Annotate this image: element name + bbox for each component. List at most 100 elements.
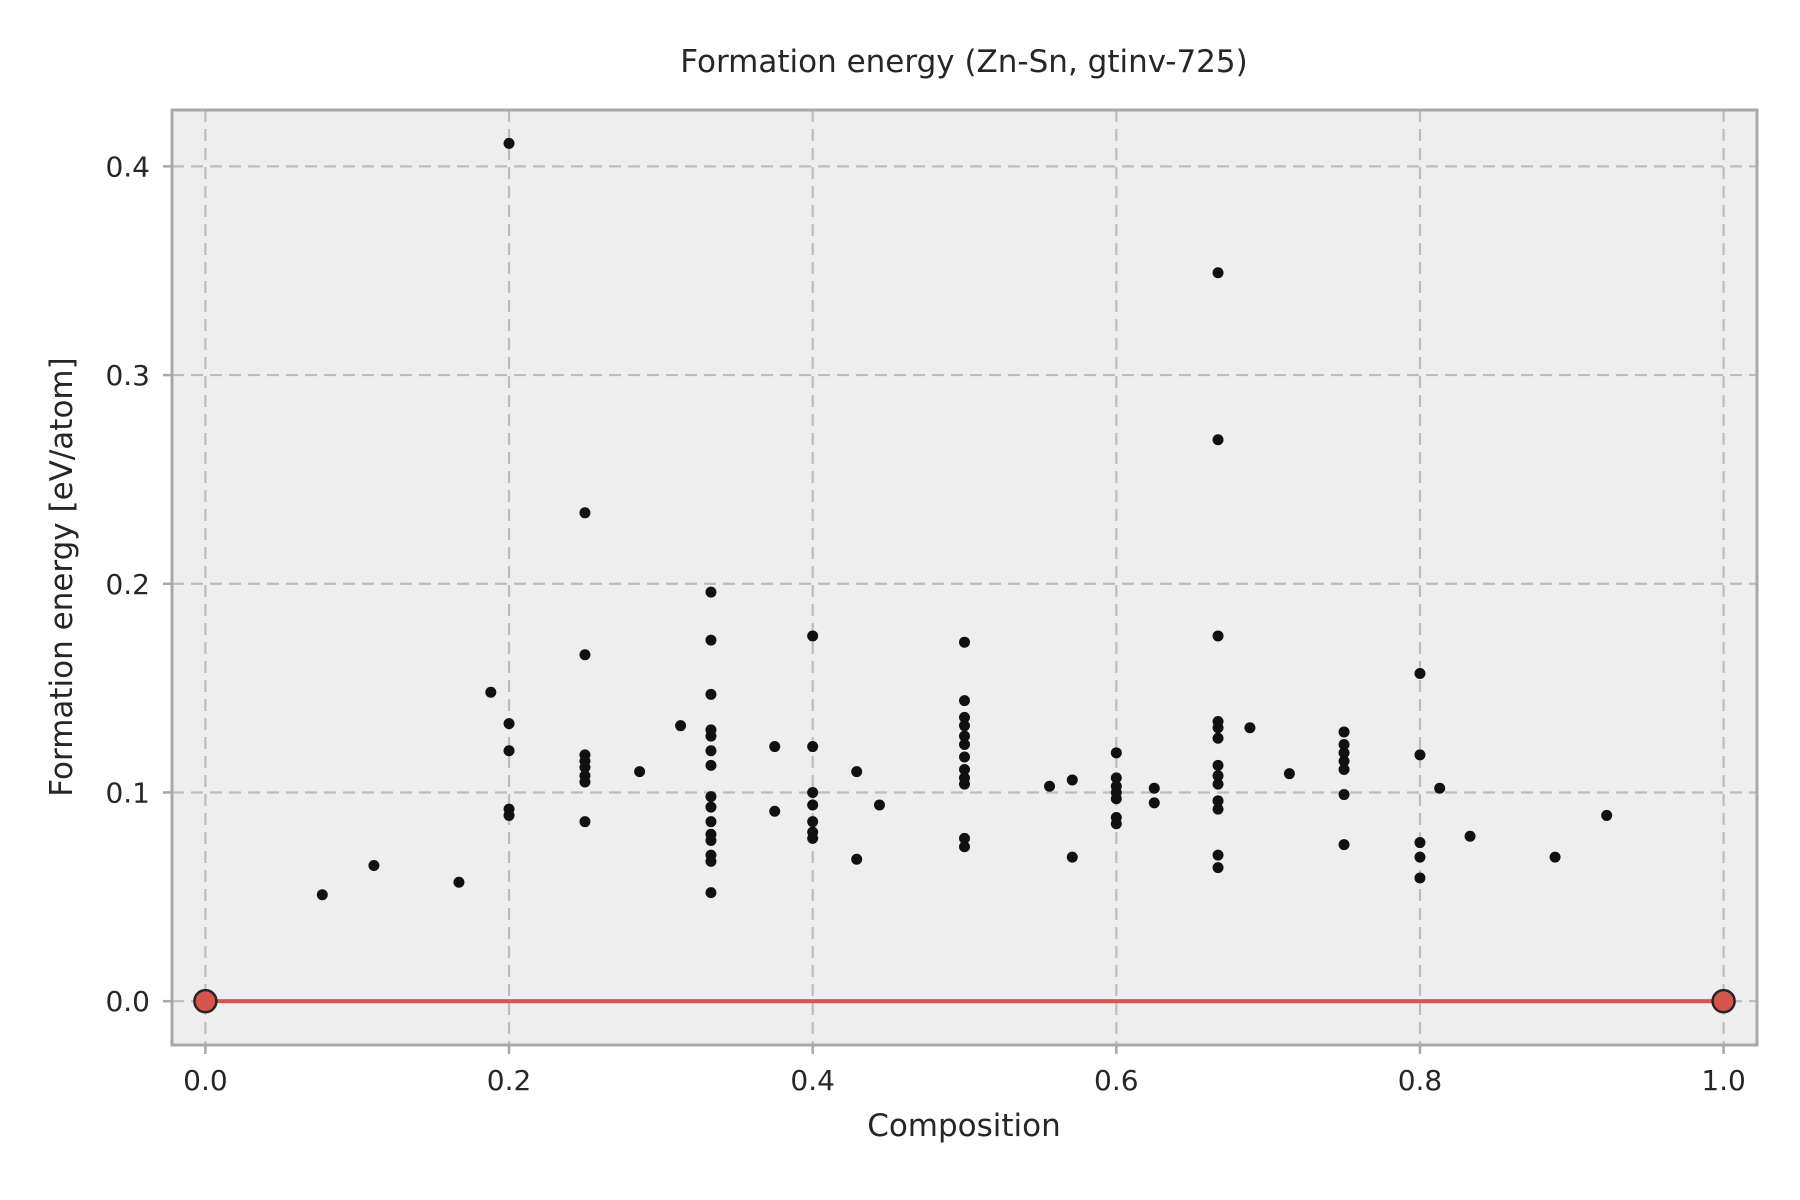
scatter-point bbox=[807, 832, 819, 844]
y-tick-label: 0.1 bbox=[105, 776, 150, 809]
scatter-point bbox=[1414, 749, 1426, 761]
y-axis-label: Formation energy [eV/atom] bbox=[44, 357, 80, 796]
scatter-point bbox=[1414, 837, 1426, 849]
scatter-point bbox=[1212, 267, 1224, 279]
scatter-point bbox=[1212, 630, 1224, 642]
convex-hull-line bbox=[193, 988, 1736, 1014]
scatter-point bbox=[485, 686, 497, 698]
scatter-point bbox=[769, 741, 781, 753]
axis-ticks: 0.0 0.2 0.4 0.6 0.8 1.0 0.0 0.1 0.2 0.3 0.4 bbox=[105, 150, 1745, 1097]
scatter-point bbox=[807, 741, 819, 753]
x-tick-label: 1.0 bbox=[1701, 1064, 1746, 1097]
scatter-point bbox=[959, 738, 970, 750]
scatter-point bbox=[1212, 434, 1224, 446]
scatter-point bbox=[1044, 780, 1056, 792]
scatter-point bbox=[705, 887, 717, 899]
scatter-point bbox=[1244, 722, 1256, 734]
scatter-point bbox=[1066, 774, 1078, 786]
hull-endpoint-left bbox=[193, 988, 218, 1014]
scatter-point bbox=[1212, 849, 1224, 861]
scatter-point bbox=[705, 791, 717, 803]
scatter-point bbox=[959, 778, 970, 790]
scatter-point bbox=[1212, 759, 1224, 771]
scatter-point bbox=[503, 745, 515, 757]
scatter-point bbox=[1338, 738, 1350, 750]
scatter-point bbox=[1212, 732, 1224, 744]
scatter-point bbox=[1212, 770, 1224, 782]
x-tick-label: 0.8 bbox=[1398, 1064, 1443, 1097]
scatter-point bbox=[1414, 872, 1426, 884]
scatter-point bbox=[1414, 851, 1426, 863]
scatter-point bbox=[705, 586, 717, 598]
scatter-point bbox=[634, 766, 646, 778]
scatter-point bbox=[959, 711, 970, 723]
scatter-point bbox=[769, 805, 781, 817]
scatter-point bbox=[705, 816, 717, 828]
x-tick-label: 0.4 bbox=[790, 1064, 835, 1097]
scatter-point bbox=[705, 688, 717, 700]
scatter-point bbox=[959, 720, 970, 732]
chart-title: Formation energy (Zn-Sn, gtinv-725) bbox=[680, 44, 1247, 80]
x-tick-label: 0.0 bbox=[183, 1064, 228, 1097]
scatter-point bbox=[1212, 795, 1224, 807]
scatter-point bbox=[1110, 747, 1122, 759]
scatter-point bbox=[1110, 818, 1122, 830]
scatter-point bbox=[959, 832, 970, 844]
scatter-point bbox=[503, 718, 515, 730]
scatter-point bbox=[1110, 772, 1122, 784]
scatter-point bbox=[705, 730, 717, 742]
scatter-point bbox=[1601, 809, 1613, 821]
scatter-point bbox=[1148, 782, 1160, 794]
scatter-point bbox=[851, 766, 863, 778]
x-tick-label: 0.6 bbox=[1094, 1064, 1139, 1097]
scatter-point bbox=[1338, 764, 1350, 776]
scatter-point bbox=[579, 776, 591, 788]
scatter-point bbox=[705, 834, 717, 846]
scatter-point bbox=[705, 759, 717, 771]
scatter-point bbox=[807, 799, 819, 811]
plot-border bbox=[170, 108, 1759, 1047]
scatter-point bbox=[675, 720, 687, 732]
scatter-point bbox=[503, 137, 515, 149]
scatter-point bbox=[1283, 768, 1295, 780]
scatter-point bbox=[1434, 782, 1446, 794]
scatter-point bbox=[705, 634, 717, 646]
scatter-point bbox=[959, 841, 970, 853]
y-tick-label: 0.2 bbox=[105, 568, 150, 601]
x-axis-label: Composition bbox=[867, 1108, 1061, 1144]
y-tick-label: 0.3 bbox=[105, 359, 150, 392]
scatter-point bbox=[1549, 851, 1561, 863]
scatter-point bbox=[959, 730, 970, 742]
scatter-point bbox=[1338, 789, 1350, 801]
scatter-point bbox=[1338, 726, 1350, 738]
scatter-point bbox=[705, 801, 717, 813]
scatter-point bbox=[368, 860, 380, 872]
scatter-point bbox=[851, 853, 863, 865]
scatter-point bbox=[1212, 722, 1224, 734]
scatter-point bbox=[959, 764, 970, 776]
scatter-point bbox=[453, 876, 465, 888]
scatter-point bbox=[959, 636, 970, 648]
scatter-point bbox=[1110, 793, 1122, 805]
x-tick-label: 0.2 bbox=[487, 1064, 532, 1097]
scatter-point bbox=[1212, 803, 1224, 815]
scatter-point bbox=[705, 855, 717, 867]
scatter-point bbox=[705, 745, 717, 757]
scatter-point bbox=[1414, 668, 1426, 680]
scatter-point bbox=[316, 889, 328, 901]
scatter-point bbox=[807, 630, 819, 642]
scatter-point bbox=[1148, 797, 1160, 809]
y-tick-label: 0.4 bbox=[105, 150, 150, 183]
scatter-point bbox=[873, 799, 885, 811]
scatter-point bbox=[1212, 862, 1224, 874]
axes-spines bbox=[170, 108, 1759, 1047]
scatter-point bbox=[1338, 755, 1350, 767]
scatter-point bbox=[959, 695, 970, 707]
scatter-point bbox=[579, 761, 591, 773]
plot-area bbox=[172, 110, 1757, 1045]
scatter-point bbox=[579, 507, 591, 519]
scatter-point bbox=[1338, 839, 1350, 851]
scatter-point bbox=[579, 649, 591, 661]
